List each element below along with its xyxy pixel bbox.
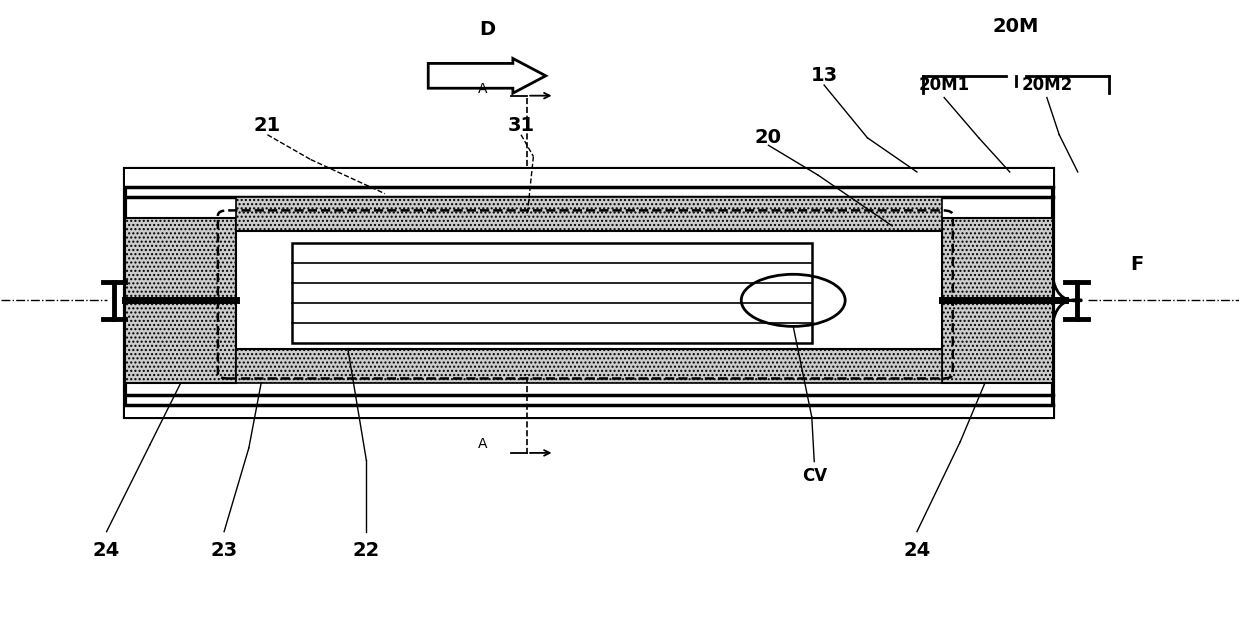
Bar <box>125 219 237 383</box>
Bar <box>237 197 941 231</box>
Bar <box>125 169 1053 417</box>
FancyArrow shape <box>428 59 546 93</box>
Text: D: D <box>480 20 496 39</box>
Text: 24: 24 <box>93 541 120 560</box>
Text: 20: 20 <box>755 128 782 147</box>
Text: 23: 23 <box>211 541 238 560</box>
Text: 24: 24 <box>903 541 930 560</box>
Text: 20M: 20M <box>993 17 1039 36</box>
Bar <box>941 219 1053 383</box>
Bar <box>293 243 812 343</box>
Text: 13: 13 <box>811 66 838 85</box>
Text: CV: CV <box>802 467 827 485</box>
Text: 21: 21 <box>254 116 281 135</box>
Bar <box>125 169 1053 188</box>
Text: 20M2: 20M2 <box>1022 76 1073 94</box>
FancyArrowPatch shape <box>1054 300 1081 320</box>
Bar <box>237 231 941 349</box>
Text: 22: 22 <box>352 541 379 560</box>
Bar <box>125 404 1053 417</box>
FancyArrowPatch shape <box>1054 282 1081 301</box>
Text: A: A <box>477 437 487 451</box>
Text: A: A <box>477 82 487 96</box>
Text: 20M1: 20M1 <box>919 76 970 94</box>
Text: F: F <box>1131 255 1143 275</box>
Bar <box>237 349 941 383</box>
Text: 31: 31 <box>507 116 534 135</box>
